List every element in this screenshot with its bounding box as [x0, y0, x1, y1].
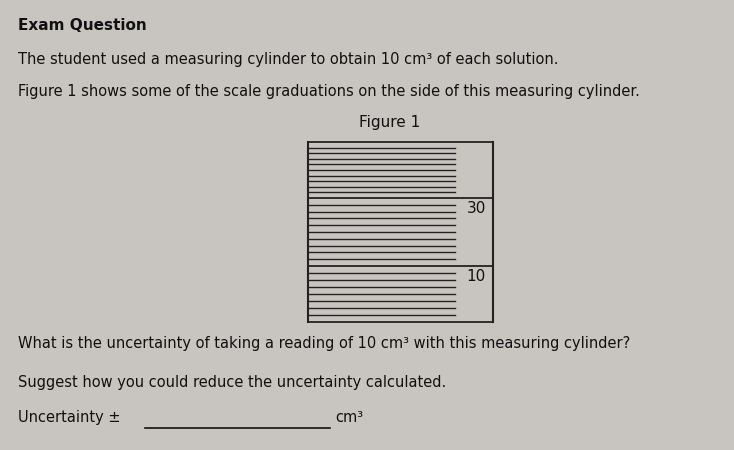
Text: Exam Question: Exam Question [18, 18, 147, 33]
Text: Figure 1 shows some of the scale graduations on the side of this measuring cylin: Figure 1 shows some of the scale graduat… [18, 84, 640, 99]
Text: The student used a measuring cylinder to obtain 10 cm³ of each solution.: The student used a measuring cylinder to… [18, 52, 559, 67]
Text: Uncertainty ±: Uncertainty ± [18, 410, 120, 425]
Text: 10: 10 [466, 269, 486, 284]
Text: Figure 1: Figure 1 [360, 115, 421, 130]
Text: cm³: cm³ [335, 410, 363, 425]
Text: 30: 30 [466, 201, 486, 216]
Text: What is the uncertainty of taking a reading of 10 cm³ with this measuring cylind: What is the uncertainty of taking a read… [18, 336, 631, 351]
Text: Suggest how you could reduce the uncertainty calculated.: Suggest how you could reduce the uncerta… [18, 375, 446, 390]
